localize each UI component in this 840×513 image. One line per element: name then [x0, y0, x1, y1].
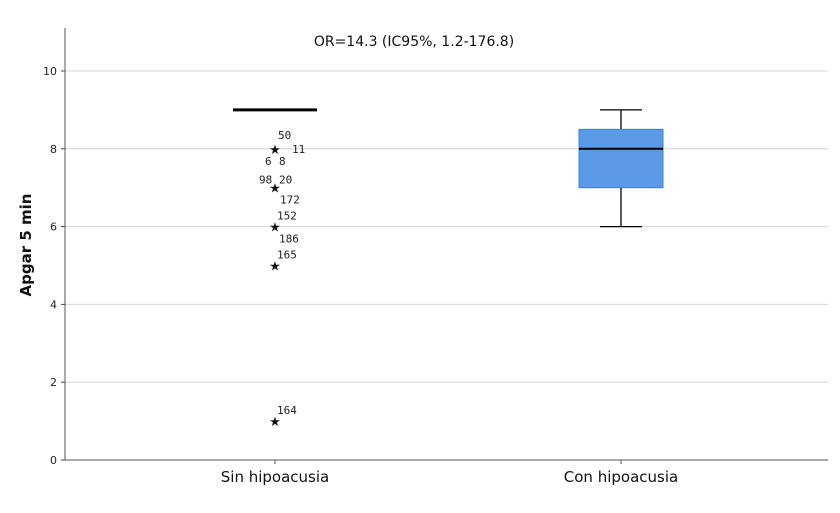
outlier-case-label: 98 — [259, 174, 272, 187]
outlier-case-label: 11 — [292, 143, 305, 156]
outlier-case-label: 50 — [278, 129, 291, 142]
outlier-marker: ★ — [269, 260, 281, 275]
y-axis-title: Apgar 5 min — [17, 194, 35, 297]
outlier-case-label: 6 — [265, 155, 272, 168]
outlier-marker: ★ — [269, 415, 281, 430]
axes — [61, 28, 828, 464]
outlier-marker: ★ — [269, 143, 281, 158]
y-tick-label: 10 — [43, 65, 57, 78]
outlier-case-label: 172 — [280, 194, 300, 207]
box-1 — [578, 109, 664, 228]
outlier-case-label: 164 — [277, 404, 297, 417]
y-tick-label: 4 — [50, 298, 57, 311]
category-label: Sin hipoacusia — [221, 468, 329, 486]
outlier-case-label: 20 — [279, 174, 292, 187]
outlier-case-label: 165 — [277, 249, 297, 262]
outlier-case-label: 8 — [279, 155, 286, 168]
y-tick-label: 2 — [50, 376, 57, 389]
y-tick-label: 6 — [50, 221, 57, 234]
odds-ratio-annotation: OR=14.3 (IC95%, 1.2-176.8) — [314, 34, 514, 50]
category-label: Con hipoacusia — [564, 468, 678, 486]
y-tick-label: 8 — [50, 143, 57, 156]
y-tick-label: 0 — [50, 454, 57, 467]
iqr-box — [578, 128, 664, 189]
outlier-case-label: 186 — [279, 233, 299, 246]
outlier-marker: ★ — [269, 221, 281, 236]
grid-lines — [65, 70, 828, 383]
outlier-case-label: 152 — [277, 210, 297, 223]
boxes — [233, 108, 664, 228]
outlier-marker: ★ — [269, 182, 281, 197]
